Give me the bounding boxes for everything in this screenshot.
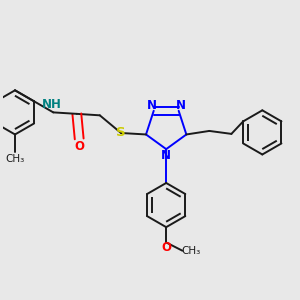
Text: NH: NH (42, 98, 62, 111)
Text: N: N (161, 149, 171, 162)
Text: S: S (116, 127, 126, 140)
Text: O: O (161, 241, 171, 254)
Text: N: N (176, 99, 186, 112)
Text: N: N (146, 99, 156, 112)
Text: CH₃: CH₃ (182, 246, 201, 256)
Text: CH₃: CH₃ (5, 154, 25, 164)
Text: O: O (74, 140, 84, 153)
